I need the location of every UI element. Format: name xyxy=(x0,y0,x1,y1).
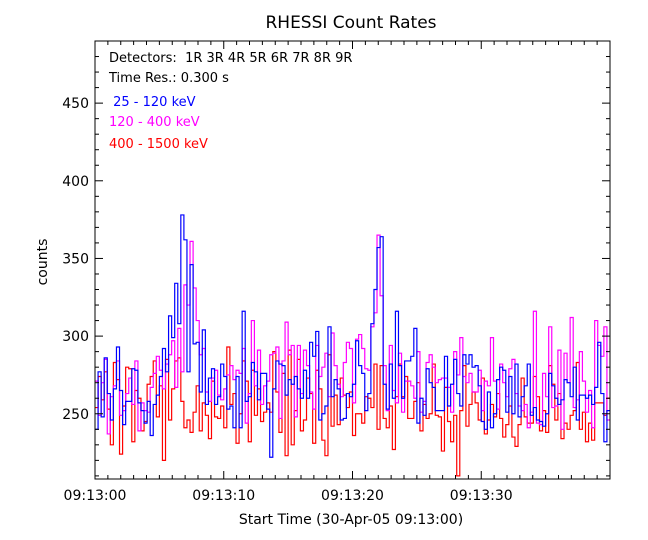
y-tick-label: 300 xyxy=(62,329,89,345)
x-tick-label: 09:13:10 xyxy=(192,488,255,504)
legend-entry-25-120: 25 - 120 keV xyxy=(109,95,196,110)
annotation-time-res: Time Res.: 0.300 s xyxy=(108,71,229,86)
chart-title: RHESSI Count Rates xyxy=(265,13,436,33)
tick-layer: 250 300 350 400 450 09:13:00 09:13:10 09:13:20 0… xyxy=(62,40,610,504)
y-tick-label: 400 xyxy=(62,174,89,190)
series-line-1 xyxy=(95,234,610,435)
x-tick-label: 09:13:20 xyxy=(321,488,384,504)
legend: Detectors: 1R 3R 4R 5R 6R 7R 8R 9R Time … xyxy=(108,51,352,152)
x-tick-label: 09:13:00 xyxy=(64,488,127,504)
y-tick-label: 450 xyxy=(62,96,89,112)
legend-entry-120-400: 120 - 400 keV xyxy=(109,115,200,130)
y-tick-label: 250 xyxy=(62,407,89,423)
annotation-detectors: Detectors: 1R 3R 4R 5R 6R 7R 8R 9R xyxy=(109,51,352,66)
y-axis-label: counts xyxy=(35,239,51,286)
x-tick-label: 09:13:30 xyxy=(450,488,513,504)
series-layer xyxy=(95,214,610,477)
series-line-0 xyxy=(95,214,610,458)
legend-entry-400-1500: 400 - 1500 keV xyxy=(109,137,208,152)
x-axis-label: Start Time (30-Apr-05 09:13:00) xyxy=(239,512,463,528)
y-tick-label: 350 xyxy=(62,251,89,267)
